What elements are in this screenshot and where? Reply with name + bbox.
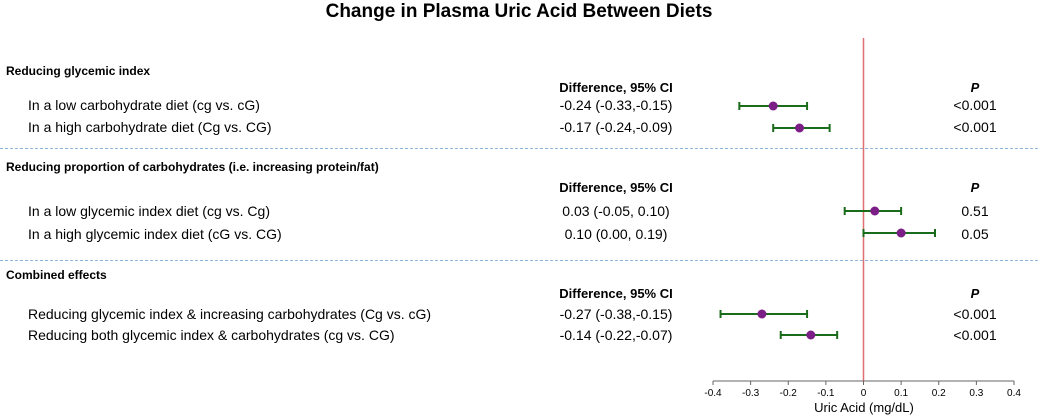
point-estimate [768,101,778,111]
x-tick-label: 0.2 [932,388,946,399]
p-value: <0.001 [953,327,997,343]
ci-header: Difference, 95% CI [559,80,673,95]
section-heading-glycemic: Reducing glycemic index [6,64,151,78]
estimate-row [719,309,809,319]
x-tick-label: -0.1 [817,388,835,399]
ci-header: Difference, 95% CI [559,180,673,195]
row-label: In a low glycemic index diet (cg vs. Cg) [28,203,270,219]
x-tick-label: 0.1 [894,388,908,399]
row-label: Reducing glycemic index & increasing car… [28,306,432,322]
p-value: 0.51 [961,203,989,219]
section-heading-carbohydrates: Reducing proportion of carbohydrates (i.… [6,160,379,174]
estimate-row [738,101,809,111]
ci-value: -0.17 (-0.24,-0.09) [559,119,673,135]
p-header: P [970,286,980,301]
p-header: P [970,180,980,195]
p-value: <0.001 [953,97,997,113]
p-value: <0.001 [953,306,997,322]
estimate-row [779,330,839,340]
x-tick-label: 0 [861,388,867,399]
p-value: 0.05 [961,226,989,242]
x-tick-label: -0.2 [780,388,798,399]
section-divider [0,260,1038,261]
point-estimate [795,123,805,133]
p-header: P [970,80,980,95]
ci-header: Difference, 95% CI [559,286,673,301]
row-label: In a low carbohydrate diet (cg vs. cG) [28,97,260,113]
point-estimate [806,330,816,340]
row-label: In a high glycemic index diet (cG vs. CG… [28,226,282,242]
point-estimate [870,206,880,216]
chart-title: Change in Plasma Uric Acid Between Diets [325,1,713,22]
point-estimate [757,309,767,319]
section-divider [0,148,1038,149]
row-label: In a high carbohydrate diet (Cg vs. CG) [28,119,272,135]
estimate-row [772,123,831,133]
x-axis-label: Uric Acid (mg/dL) [814,400,914,415]
ci-value: 0.10 (0.00, 0.19) [564,226,668,242]
x-tick-label: 0.4 [1007,388,1021,399]
estimate-row [843,206,903,216]
ci-value: -0.24 (-0.33,-0.15) [559,97,673,113]
ci-value: -0.27 (-0.38,-0.15) [559,306,673,322]
ci-value: -0.14 (-0.22,-0.07) [559,327,673,343]
estimate-row [862,228,936,238]
section-heading-combined: Combined effects [6,268,107,282]
x-tick-label: 0.3 [969,388,983,399]
row-label: Reducing both glycemic index & carbohydr… [28,327,395,343]
x-tick-label: -0.4 [704,388,722,399]
x-tick-label: -0.3 [742,388,760,399]
p-value: <0.001 [953,119,997,135]
ci-value: 0.03 (-0.05, 0.10) [562,203,670,219]
point-estimate [896,228,906,238]
